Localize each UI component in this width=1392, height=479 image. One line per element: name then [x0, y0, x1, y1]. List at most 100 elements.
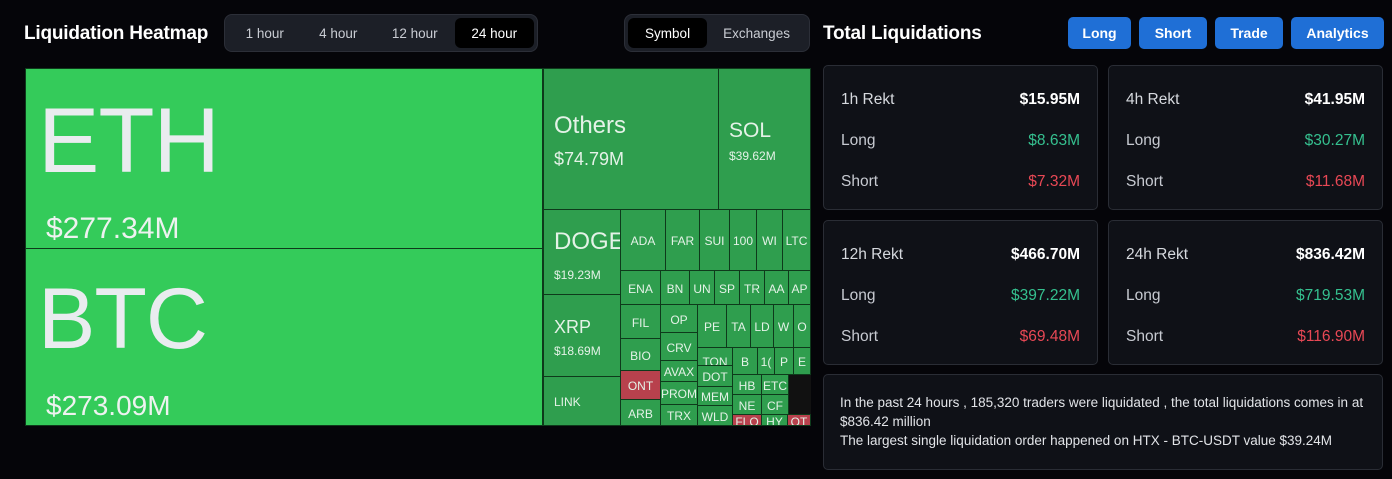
long-value: $8.63M [1028, 132, 1080, 149]
heatmap-tile-eth[interactable]: ETH $277.34M [25, 68, 543, 249]
tile-symbol: ONT [627, 379, 654, 393]
heatmap-tile-others[interactable]: Others $74.79M [543, 68, 719, 210]
short-value: $69.48M [1019, 328, 1080, 345]
tile-symbol: FLO [735, 415, 759, 426]
heatmap-tile-un[interactable]: UN [689, 270, 715, 305]
heatmap-tile-ld[interactable]: LD [750, 304, 774, 348]
heatmap-tile-ena[interactable]: ENA [620, 270, 661, 305]
heatmap-tile-xrp[interactable]: XRP $18.69M [543, 294, 621, 377]
heatmap-tile-hy[interactable]: HY [761, 414, 788, 426]
heatmap-tile-tr[interactable]: TR [739, 270, 765, 305]
heatmap-tile-far[interactable]: FAR [665, 209, 700, 271]
heatmap-tile-btc[interactable]: BTC $273.09M [25, 248, 543, 426]
heatmap-tile-trx[interactable]: TRX [660, 404, 698, 426]
range-12-hour-tab[interactable]: 12 hour [391, 25, 438, 41]
heatmap-tile-qt[interactable]: QT [787, 414, 811, 426]
heatmap-tile-ada[interactable]: ADA [620, 209, 666, 271]
summary-line-largest-order: The largest single liquidation order hap… [840, 433, 1333, 448]
tile-symbol: CF [767, 398, 783, 413]
heatmap-tile-ta[interactable]: TA [726, 304, 751, 348]
short-value: $116.90M [1297, 328, 1365, 345]
heatmap-tile-ap[interactable]: AP [788, 270, 811, 305]
heatmap-tile-ltc[interactable]: LTC [782, 209, 811, 271]
tile-symbol: QT [790, 415, 808, 426]
tile-symbol: CRV [666, 340, 692, 355]
card-total-value: $15.95M [1019, 91, 1080, 108]
heatmap-tile-dot[interactable]: DOT [697, 365, 733, 387]
heatmap-tile-arb[interactable]: ARB [620, 399, 661, 426]
heatmap-tile-w[interactable]: W [773, 304, 794, 348]
heatmap-tile-1[interactable]: 1( [757, 347, 775, 375]
tile-symbol: ENA [628, 281, 653, 296]
tile-symbol: SOL [729, 119, 772, 142]
symbol-view-tab[interactable]: Symbol [628, 18, 708, 48]
heatmap-tile-b[interactable]: B [732, 347, 758, 375]
tile-symbol: E [797, 355, 806, 369]
heatmap-tile-o[interactable]: O [793, 304, 811, 348]
range-24-hour-tab[interactable]: 24 hour [454, 18, 534, 48]
heatmap-tile-ont[interactable]: ONT [620, 370, 661, 400]
heatmap-tile-fil[interactable]: FIL [620, 304, 661, 339]
tile-symbol: UN [693, 281, 711, 296]
heatmap-tile-bio[interactable]: BIO [620, 338, 661, 371]
tile-symbol: PROM [661, 387, 697, 401]
heatmap-tile-cf[interactable]: CF [761, 394, 789, 415]
tile-symbol: AP [791, 281, 808, 296]
tile-symbol: DOGE [554, 228, 621, 255]
heatmap-tile-wi[interactable]: WI [756, 209, 783, 271]
tile-symbol: PE [703, 320, 720, 334]
tile-symbol: W [777, 320, 790, 334]
heatmap-title: Liquidation Heatmap [24, 23, 209, 44]
heatmap-tile-prom[interactable]: PROM [660, 381, 698, 405]
heatmap-tile-sp[interactable]: SP [714, 270, 740, 305]
range-4-hour-tab[interactable]: 4 hour [319, 25, 358, 41]
tile-symbol: BTC [38, 271, 208, 367]
tile-symbol: LTC [785, 234, 808, 248]
tile-symbol: NE [738, 398, 756, 413]
long-label: Long [1126, 287, 1161, 304]
tile-symbol: BIO [630, 348, 651, 363]
short-label: Short [1126, 173, 1164, 190]
heatmap-tile-pe[interactable]: PE [697, 304, 727, 348]
trade-button[interactable]: Trade [1215, 17, 1283, 49]
heatmap-tile-link[interactable]: LINK [543, 376, 621, 426]
tile-symbol: O [797, 320, 807, 334]
heatmap-tile-ne[interactable]: NE [732, 394, 762, 415]
heatmap-tile-doge[interactable]: DOGE $19.23M [543, 209, 621, 295]
rekt-card-1h: 1h Rekt $15.95M Long $8.63M Short $7.32M [823, 65, 1098, 210]
card-title: 12h Rekt [841, 246, 904, 263]
heatmap-tile-flo[interactable]: FLO [732, 414, 762, 426]
heatmap-tile-sui[interactable]: SUI [699, 209, 730, 271]
heatmap-tile-e[interactable]: E [793, 347, 811, 375]
card-title: 1h Rekt [841, 91, 895, 108]
rekt-card-4h: 4h Rekt $41.95M Long $30.27M Short $11.68M [1108, 65, 1383, 210]
heatmap-tile-100[interactable]: 100 [729, 209, 757, 271]
range-1-hour-tab[interactable]: 1 hour [245, 25, 284, 41]
exchanges-view-tab[interactable]: Exchanges [723, 25, 790, 41]
tile-symbol: AVAX [663, 365, 695, 379]
heatmap-tile-etc[interactable]: ETC [761, 374, 789, 395]
tile-symbol: SUI [704, 234, 725, 248]
heatmap-tile-hb[interactable]: HB [732, 374, 762, 395]
analytics-button[interactable]: Analytics [1291, 17, 1384, 49]
long-button[interactable]: Long [1068, 17, 1131, 49]
heatmap-tile-aa[interactable]: AA [764, 270, 789, 305]
tile-symbol: 1( [760, 355, 772, 369]
card-title: 4h Rekt [1126, 91, 1180, 108]
tile-symbol: BN [666, 281, 684, 296]
heatmap-tile-wld[interactable]: WLD [697, 405, 733, 426]
heatmap-tile-p[interactable]: P [774, 347, 794, 375]
tile-symbol: B [740, 355, 749, 369]
short-label: Short [841, 173, 879, 190]
tile-symbol: 100 [732, 234, 754, 248]
tile-symbol: LINK [554, 395, 581, 409]
long-label: Long [841, 132, 876, 149]
heatmap-tile-crv[interactable]: CRV [660, 332, 698, 361]
heatmap-tile-avax[interactable]: AVAX [660, 360, 698, 382]
heatmap-tile-sol[interactable]: SOL $39.62M [718, 68, 811, 210]
heatmap-tile-bn[interactable]: BN [660, 270, 690, 305]
short-label: Short [1126, 328, 1164, 345]
short-button[interactable]: Short [1139, 17, 1207, 49]
heatmap-tile-op[interactable]: OP [660, 304, 698, 333]
heatmap-tile-mem[interactable]: MEM [697, 386, 733, 406]
